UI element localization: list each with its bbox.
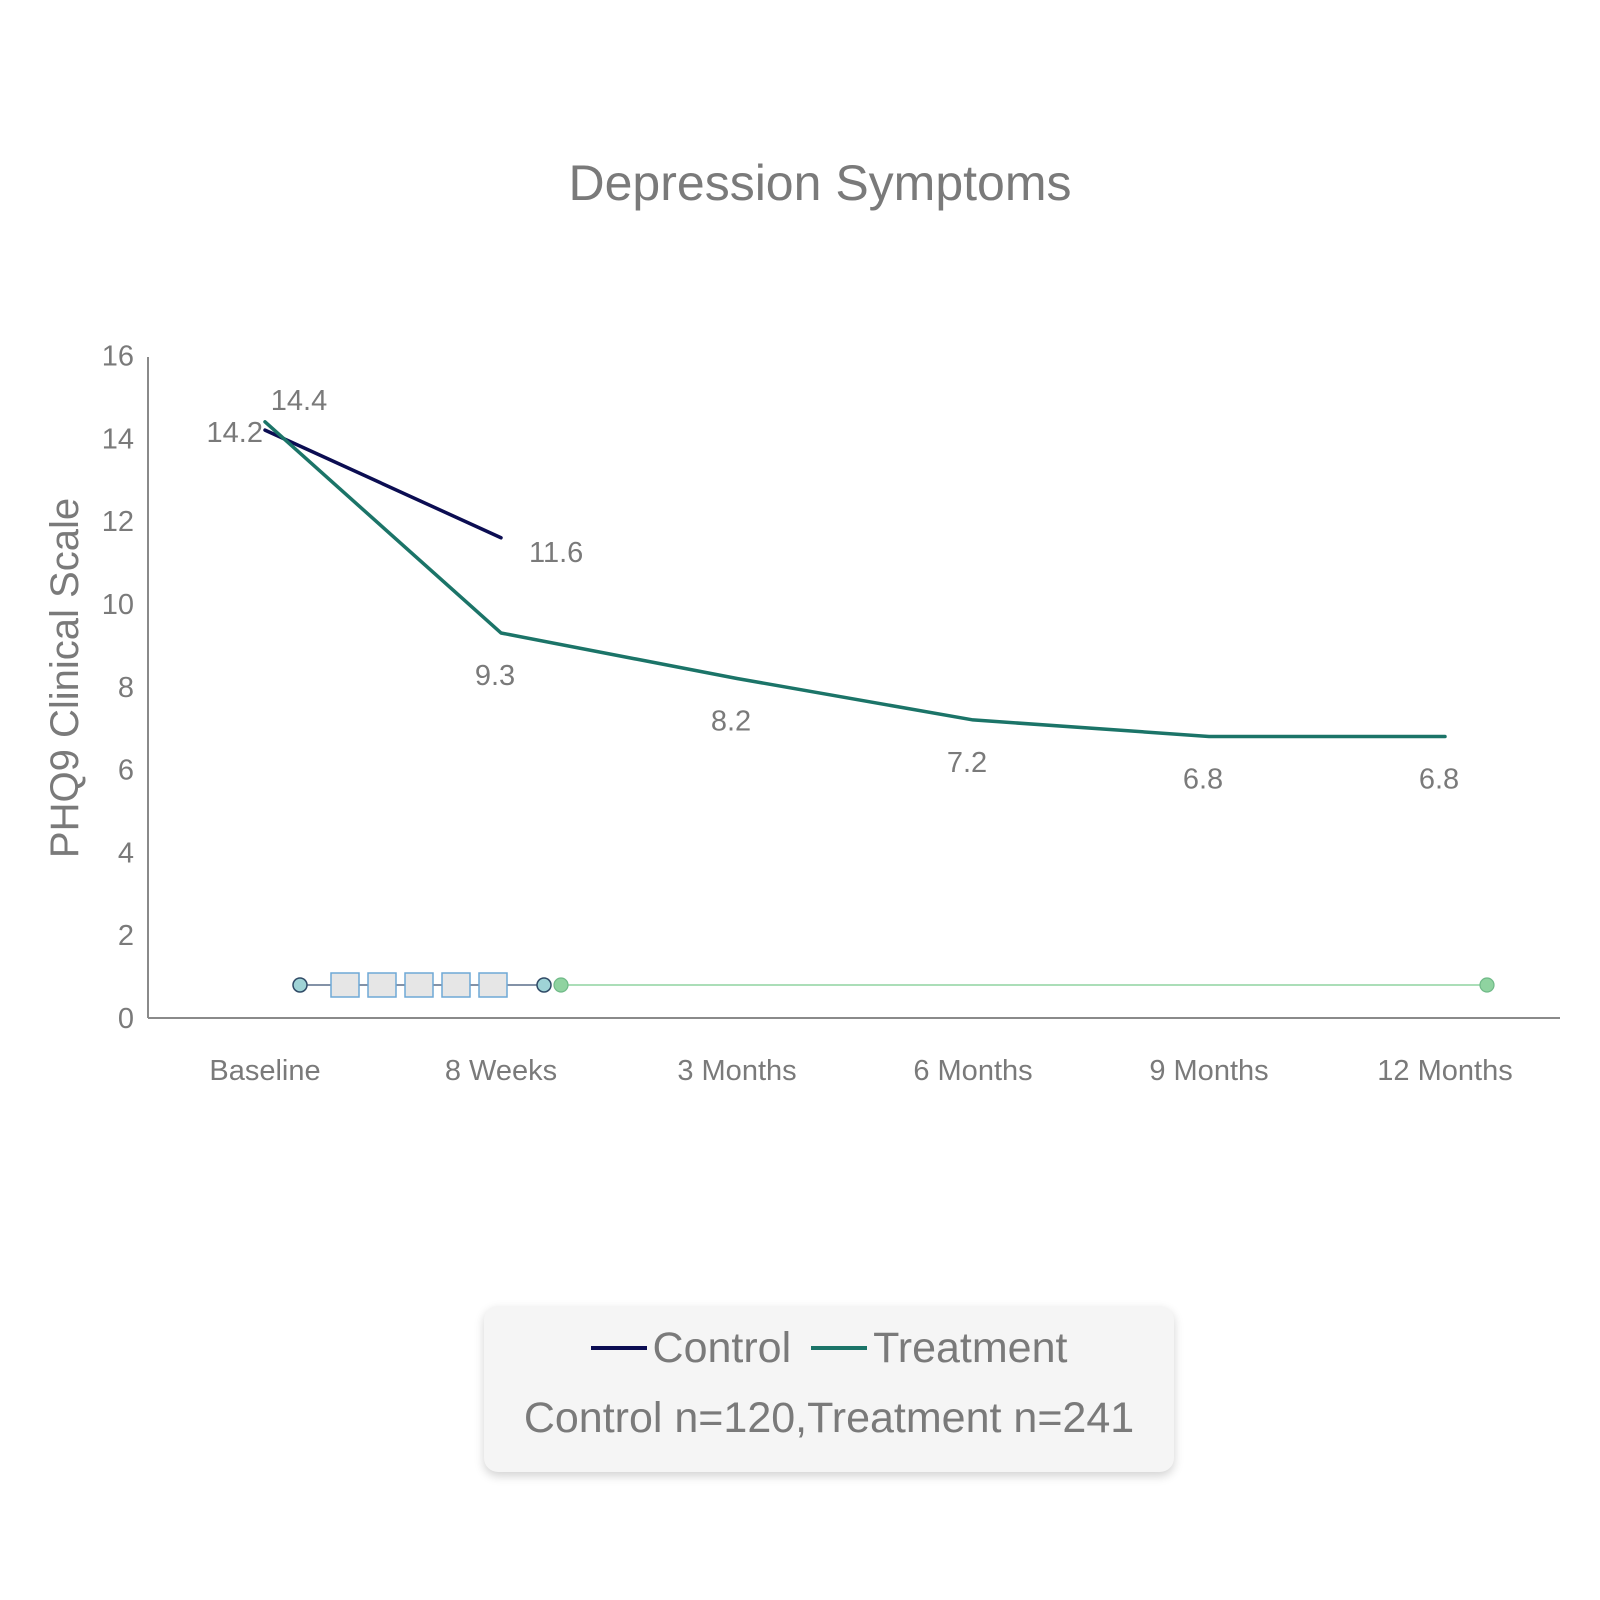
x-tick-label: 9 Months [1149, 1055, 1268, 1087]
y-tick-label: 8 [118, 672, 134, 704]
data-labels: 14.2 11.6 14.4 9.3 8.2 7.2 6.8 6.8 [207, 385, 1460, 796]
x-ticks: Baseline 8 Weeks 3 Months 6 Months 9 Months 1… [209, 1055, 1512, 1087]
x-tick-label: 6 Months [913, 1055, 1032, 1087]
data-label-treatment: 8.2 [711, 706, 751, 738]
session-marker [367, 972, 397, 998]
control-track-start [292, 977, 308, 993]
series-line-treatment [263, 420, 1447, 739]
chart-title: Depression Symptoms [569, 155, 1072, 211]
y-tick-label: 14 [102, 423, 134, 455]
session-marker [478, 972, 508, 998]
legend-swatch-control [590, 1345, 647, 1350]
treatment-track-end [1479, 977, 1495, 993]
data-label-treatment: 6.8 [1183, 763, 1223, 795]
session-marker [330, 972, 360, 998]
y-tick-label: 12 [102, 506, 134, 538]
timeline-track [292, 972, 1495, 998]
data-label-treatment: 7.2 [947, 747, 987, 779]
series-line-control [263, 428, 503, 540]
data-label-control: 14.2 [207, 417, 263, 449]
legend-label-treatment: Treatment [873, 1324, 1068, 1372]
series-lines [263, 420, 1447, 739]
y-tick-label: 6 [118, 755, 134, 787]
x-tick-label: Baseline [209, 1055, 320, 1087]
session-marker [404, 972, 434, 998]
y-tick-label: 0 [118, 1003, 134, 1035]
data-label-control: 11.6 [529, 537, 583, 569]
legend-label-control: Control [652, 1324, 792, 1372]
legend-items: Control Treatment [484, 1324, 1174, 1373]
x-tick-label: 3 Months [677, 1055, 796, 1087]
data-label-treatment: 14.4 [271, 385, 327, 417]
treatment-track-start [553, 977, 569, 993]
control-track-end [536, 977, 552, 993]
x-tick-label: 12 Months [1377, 1055, 1512, 1087]
session-marker [441, 972, 471, 998]
legend: Control Treatment Control n=120,Treatmen… [484, 1306, 1174, 1472]
x-tick-label: 8 Weeks [445, 1055, 557, 1087]
y-tick-label: 10 [102, 589, 134, 621]
y-axis-label: PHQ9 Clinical Scale [43, 498, 87, 858]
y-tick-label: 2 [118, 920, 134, 952]
data-label-treatment: 6.8 [1419, 763, 1459, 795]
y-ticks: 0 2 4 6 8 10 12 14 16 [102, 341, 134, 1035]
legend-item-control: Control [590, 1324, 792, 1373]
data-label-treatment: 9.3 [475, 660, 515, 692]
legend-item-treatment: Treatment [811, 1324, 1067, 1373]
legend-note: Control n=120,Treatment n=241 [523, 1394, 1135, 1442]
y-tick-label: 16 [102, 341, 134, 373]
legend-swatch-treatment [811, 1345, 868, 1350]
y-tick-label: 4 [118, 837, 134, 869]
